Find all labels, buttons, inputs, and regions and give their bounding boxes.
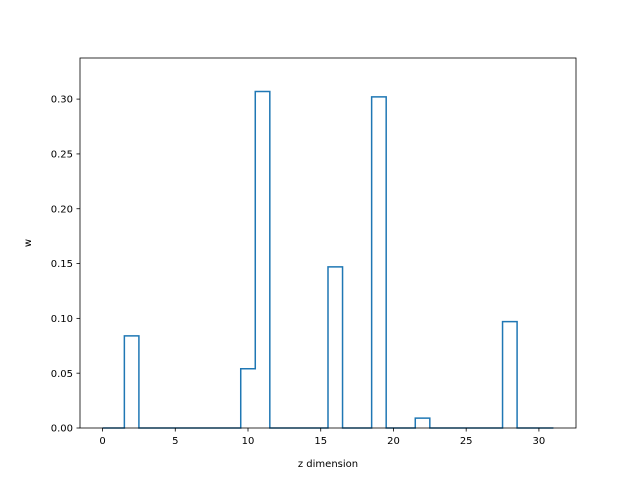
y-tick-label: 0.30 [51,95,73,106]
x-axis-ticks: 0 5 10 15 20 25 30 [99,428,545,447]
x-tick-label: 30 [533,436,546,447]
x-tick-label: 20 [387,436,400,447]
x-axis-label: z dimension [298,459,358,470]
axes-frame [79,57,577,429]
x-tick-label: 5 [172,436,178,447]
y-axis-label: w [23,239,34,247]
y-tick-label: 0.10 [51,314,73,325]
y-tick-label: 0.15 [51,259,73,270]
y-tick-label: 0.05 [51,369,73,380]
y-tick-label: 0.00 [51,424,73,435]
x-tick-label: 0 [99,436,105,447]
y-tick-label: 0.20 [51,204,73,215]
y-axis-ticks: 0.00 0.05 0.10 0.15 0.20 0.25 0.30 [51,95,80,435]
x-tick-label: 15 [314,436,327,447]
y-tick-label: 0.25 [51,150,73,161]
x-tick-label: 10 [242,436,255,447]
x-tick-label: 25 [460,436,473,447]
